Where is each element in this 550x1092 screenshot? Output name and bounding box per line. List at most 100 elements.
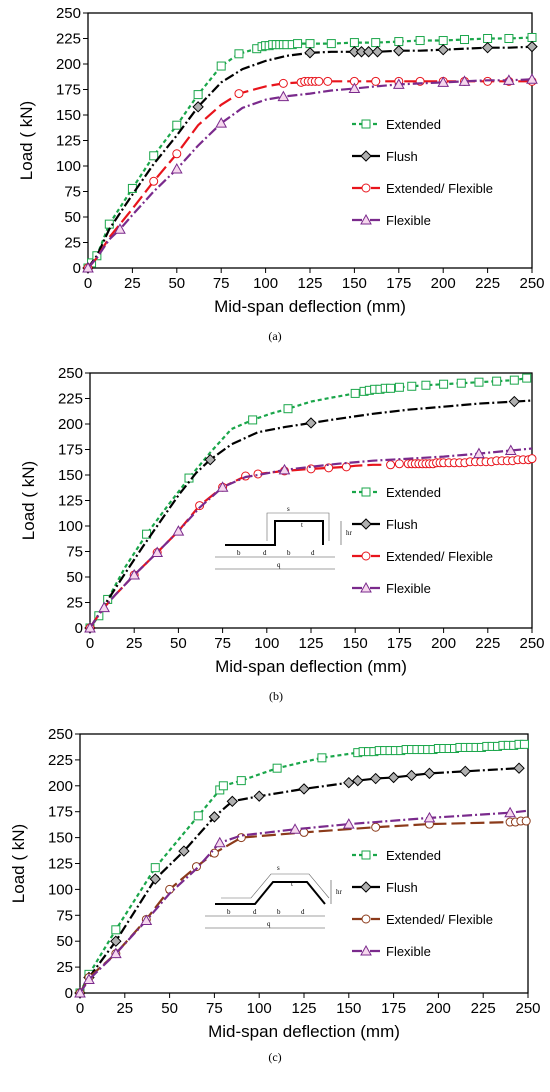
inset-label: hr [346,529,353,537]
legend-label: Extended/ Flexible [386,549,493,564]
legend-item: Flexible [352,581,431,596]
data-point [234,49,244,59]
data-point [213,836,226,848]
data-point [352,774,364,787]
data-point [438,36,448,46]
data-point [386,383,396,393]
x-tick-label: 100 [254,635,279,652]
inset-label: t [291,880,293,888]
data-point [172,525,185,536]
legend-marker [360,944,372,956]
y-tick-label: 250 [58,365,83,382]
data-point [509,375,519,385]
data-point [323,76,333,86]
inset-profile [225,520,324,546]
x-axis-label: Mid-span deflection (mm) [215,657,407,676]
data-point [216,61,226,71]
series-extended [75,739,529,998]
inset-label: q [277,561,281,569]
data-point [193,811,203,821]
y-tick-label: 150 [48,830,73,847]
x-axis-label: Mid-span deflection (mm) [208,1022,400,1041]
data-point [423,767,436,780]
data-point [371,38,381,48]
y-tick-label: 225 [58,391,83,408]
inset-outline [221,873,330,899]
x-tick-label: 225 [475,635,500,652]
data-point [195,501,205,511]
inset-label: b [227,908,231,916]
y-tick-label: 250 [48,726,73,743]
data-point [253,790,265,802]
legend-label: Extended [386,117,441,132]
y-axis-label: Load ( kN) [17,101,36,180]
data-point [317,753,327,763]
x-tick-label: 25 [116,1000,133,1017]
y-tick-label: 100 [56,158,81,175]
inset-label: b [237,549,241,557]
y-tick-label: 50 [56,933,73,950]
data-point [170,163,183,174]
data-point [369,772,382,785]
y-tick-label: 75 [64,184,81,201]
x-tick-label: 250 [519,275,544,292]
x-tick-label: 125 [297,275,322,292]
inset-label: d [301,908,305,916]
data-point [324,463,334,473]
legend-label: Extended/ Flexible [386,181,493,196]
y-tick-label: 0 [75,620,83,637]
chart-c: 0 25 50 75 100 125 150 175 200 225 250 0 25 50 75 100 12… [9,726,541,1064]
x-tick-label: 50 [168,275,185,292]
panel-caption: (c) [268,1050,281,1064]
x-tick-label: 150 [342,275,367,292]
data-point [394,37,404,47]
data-point [150,863,160,873]
chart-a: 0 25 50 75 100 125 150 175 200 225 250 0 25 50 75 100 12… [17,5,545,343]
x-tick-label: 125 [298,635,323,652]
x-tick-label: 0 [84,275,92,292]
legend-item: Extended [352,485,441,500]
x-tick-label: 150 [343,635,368,652]
y-tick-label: 150 [58,467,83,484]
panel-caption: (b) [269,689,283,703]
data-point [215,117,228,128]
data-point [128,568,141,580]
series-line [87,78,533,269]
data-point [350,388,360,398]
y-tick-label: 175 [48,804,73,821]
legend-label: Flexible [386,944,431,959]
data-point [423,811,436,823]
data-point [216,481,229,492]
data-point [304,47,316,59]
panel-caption: (a) [268,329,281,343]
data-point [405,769,418,782]
legend-item: Flush [352,149,418,164]
data-point [191,862,201,872]
legend-label: Flush [386,517,418,532]
data-point [111,925,121,935]
data-point [394,459,404,469]
data-point [305,417,317,429]
data-point [504,806,516,818]
x-tick-label: 250 [519,635,544,652]
legend-marker [360,581,372,593]
y-tick-label: 75 [56,907,73,924]
x-tick-label: 100 [247,1000,272,1017]
x-tick-label: 125 [291,1000,316,1017]
legend-label: Flexible [386,213,431,228]
series-extended-flexible [83,76,537,273]
data-point [474,377,484,387]
legend-marker [360,518,372,530]
data-point [386,460,396,470]
data-point [371,822,381,832]
x-tick-label: 75 [206,1000,223,1017]
y-tick-label: 125 [48,856,73,873]
series-line [87,80,532,269]
series-flexible [82,73,538,273]
data-point [371,76,381,86]
x-tick-label: 150 [336,1000,361,1017]
data-point [527,454,537,464]
data-point [149,873,161,885]
legend-marker [360,881,372,893]
data-point [519,739,529,749]
